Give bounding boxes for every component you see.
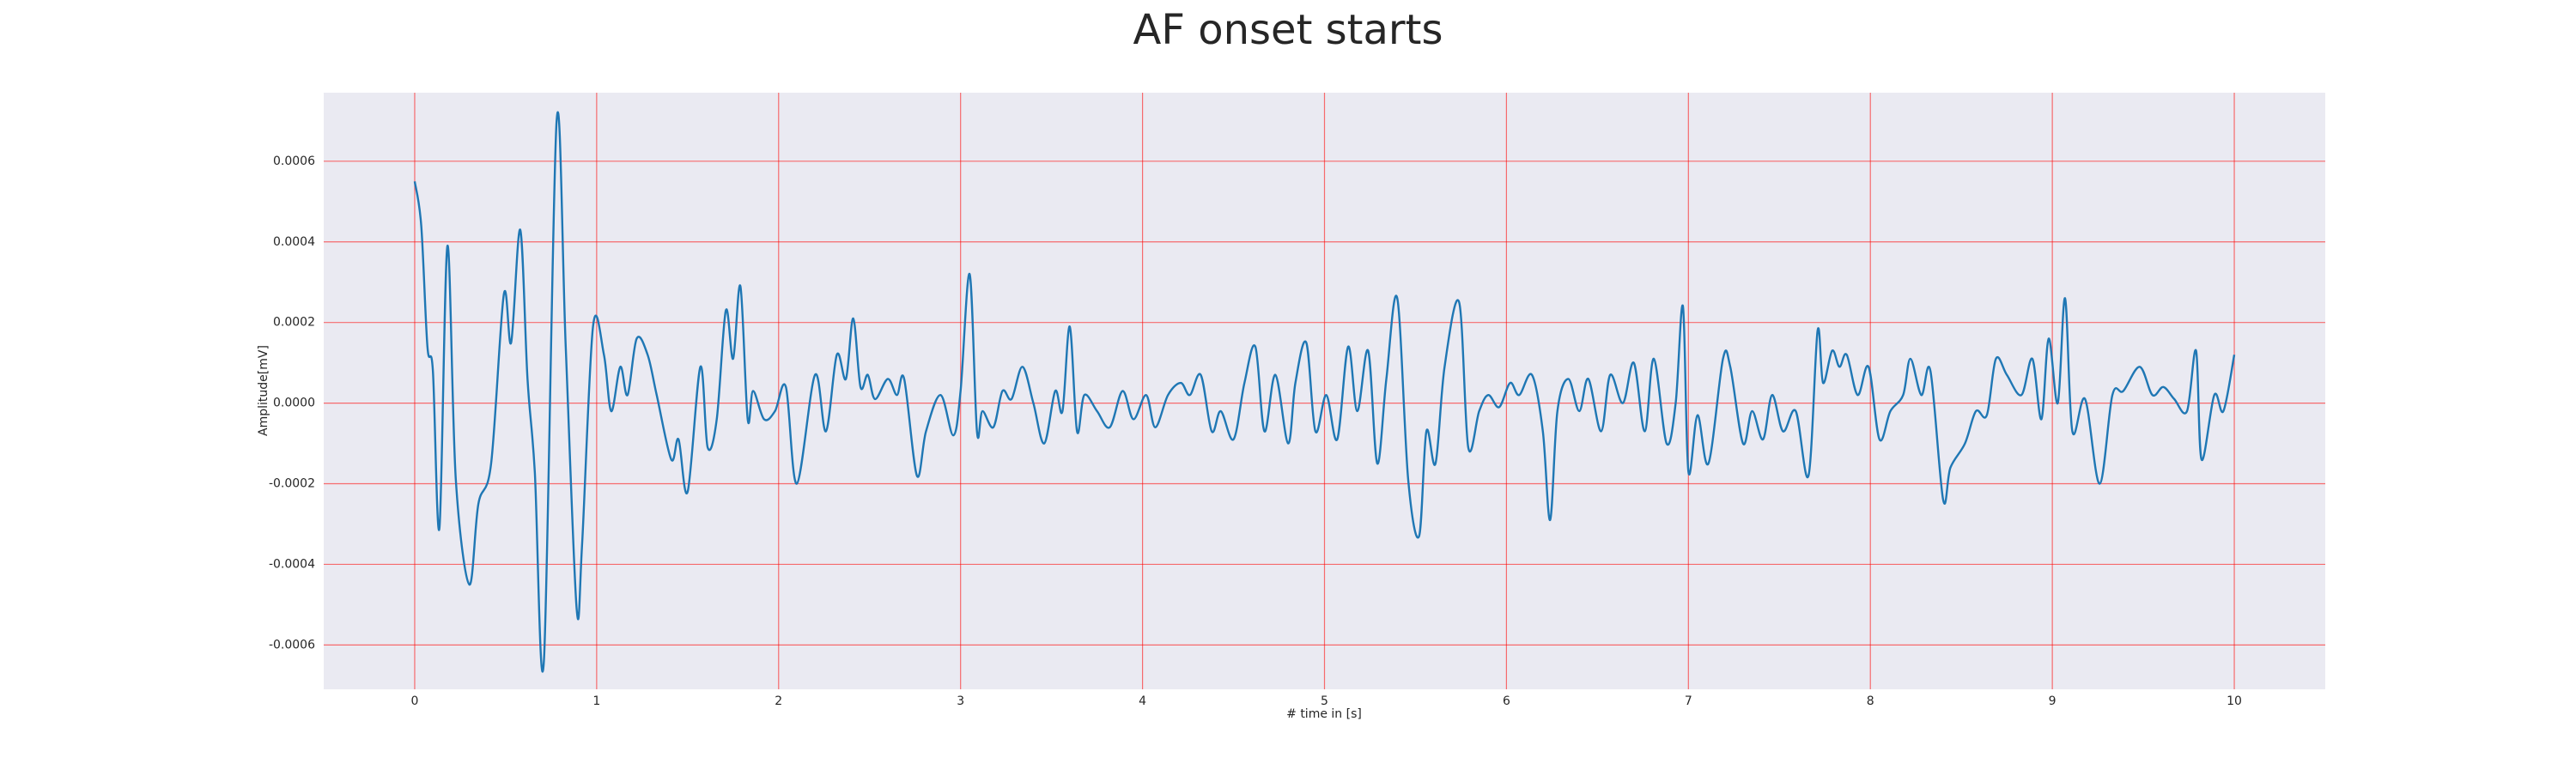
x-tick-label: 7 xyxy=(1685,694,1692,708)
signal-line xyxy=(413,111,2236,673)
x-tick-label: 2 xyxy=(775,694,782,708)
y-tick-label: -0.0004 xyxy=(269,557,315,571)
x-tick-label: 1 xyxy=(592,694,600,708)
y-axis-label: Amplitude[mV] xyxy=(257,345,270,436)
x-tick-label: 8 xyxy=(1867,694,1874,708)
y-tick-label: -0.0002 xyxy=(269,477,315,491)
x-axis-label: # time in [s] xyxy=(1286,707,1362,721)
chart-title: AF onset starts xyxy=(1133,6,1443,54)
x-tick-label: 4 xyxy=(1139,694,1146,708)
y-tick-label: 0.0000 xyxy=(273,397,315,410)
x-tick-label: 10 xyxy=(2227,694,2242,708)
x-tick-label: 3 xyxy=(957,694,964,708)
y-tick-label: -0.0006 xyxy=(269,638,315,652)
y-tick-label: 0.0002 xyxy=(273,316,315,330)
x-tick-label: 9 xyxy=(2049,694,2057,708)
x-tick-label: 6 xyxy=(1503,694,1510,708)
x-tick-label: 5 xyxy=(1321,694,1328,708)
y-tick-label: 0.0006 xyxy=(273,155,315,168)
x-tick-label: 0 xyxy=(410,694,418,708)
y-tick-label: 0.0004 xyxy=(273,235,315,249)
